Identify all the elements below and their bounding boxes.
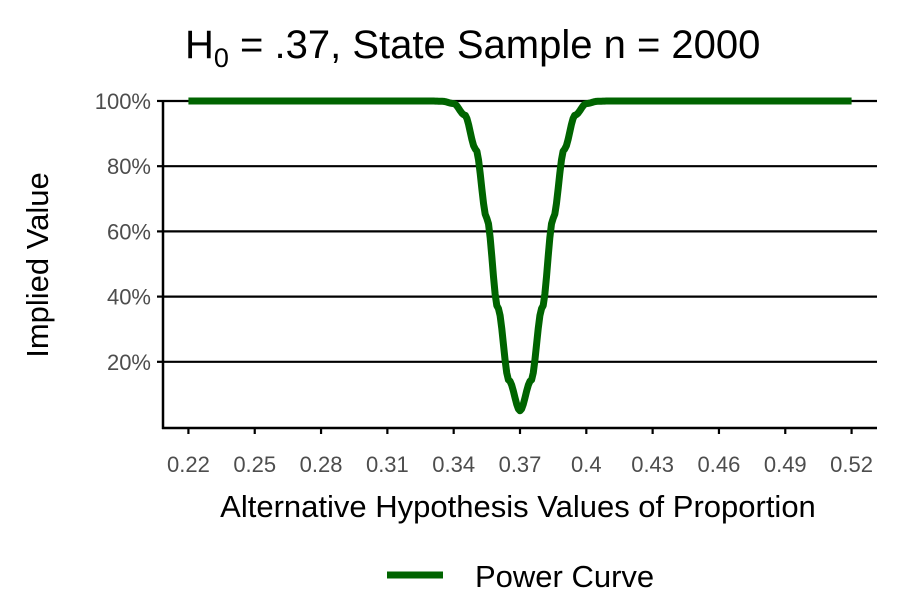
y-tick-label: 20% (107, 350, 151, 375)
y-tick-label: 40% (107, 285, 151, 310)
x-tick-label: 0.31 (366, 452, 409, 477)
chart-title-subscript: 0 (214, 43, 229, 73)
chart-title-main: H (185, 23, 214, 67)
x-tick-label: 0.43 (631, 452, 674, 477)
y-tick-label: 60% (107, 219, 151, 244)
chart-title-rest: = .37, State Sample n = 2000 (229, 23, 760, 67)
x-axis-title: Alternative Hypothesis Values of Proport… (220, 489, 816, 524)
y-tick-label: 100% (95, 89, 151, 114)
y-axis-title: Implied Value (20, 172, 55, 358)
chart-title: H0 = .37, State Sample n = 2000 (185, 23, 760, 73)
y-axis-ticks: 20% 40% 60% 80% 100% (95, 89, 163, 375)
x-tick-label: 0.37 (499, 452, 542, 477)
x-tick-label: 0.22 (167, 452, 210, 477)
x-tick-label: 0.28 (300, 452, 343, 477)
series-lines (186, 97, 854, 415)
grid-lines (163, 99, 877, 363)
x-tick-label: 0.52 (830, 452, 873, 477)
axes (161, 100, 877, 430)
x-tick-label: 0.49 (764, 452, 807, 477)
legend: Power Curve (387, 559, 654, 594)
x-tick-label: 0.46 (698, 452, 741, 477)
x-tick-label: 0.25 (233, 452, 276, 477)
x-tick-label: 0.4 (571, 452, 602, 477)
series-line-power-curve (186, 97, 854, 415)
x-axis-ticks: 0.22 0.25 0.28 0.31 0.34 0.37 0.4 0.43 0.46 0.49 0… (167, 428, 873, 477)
x-tick-label: 0.34 (432, 452, 475, 477)
legend-label-power-curve: Power Curve (475, 559, 654, 594)
y-tick-label: 80% (107, 154, 151, 179)
